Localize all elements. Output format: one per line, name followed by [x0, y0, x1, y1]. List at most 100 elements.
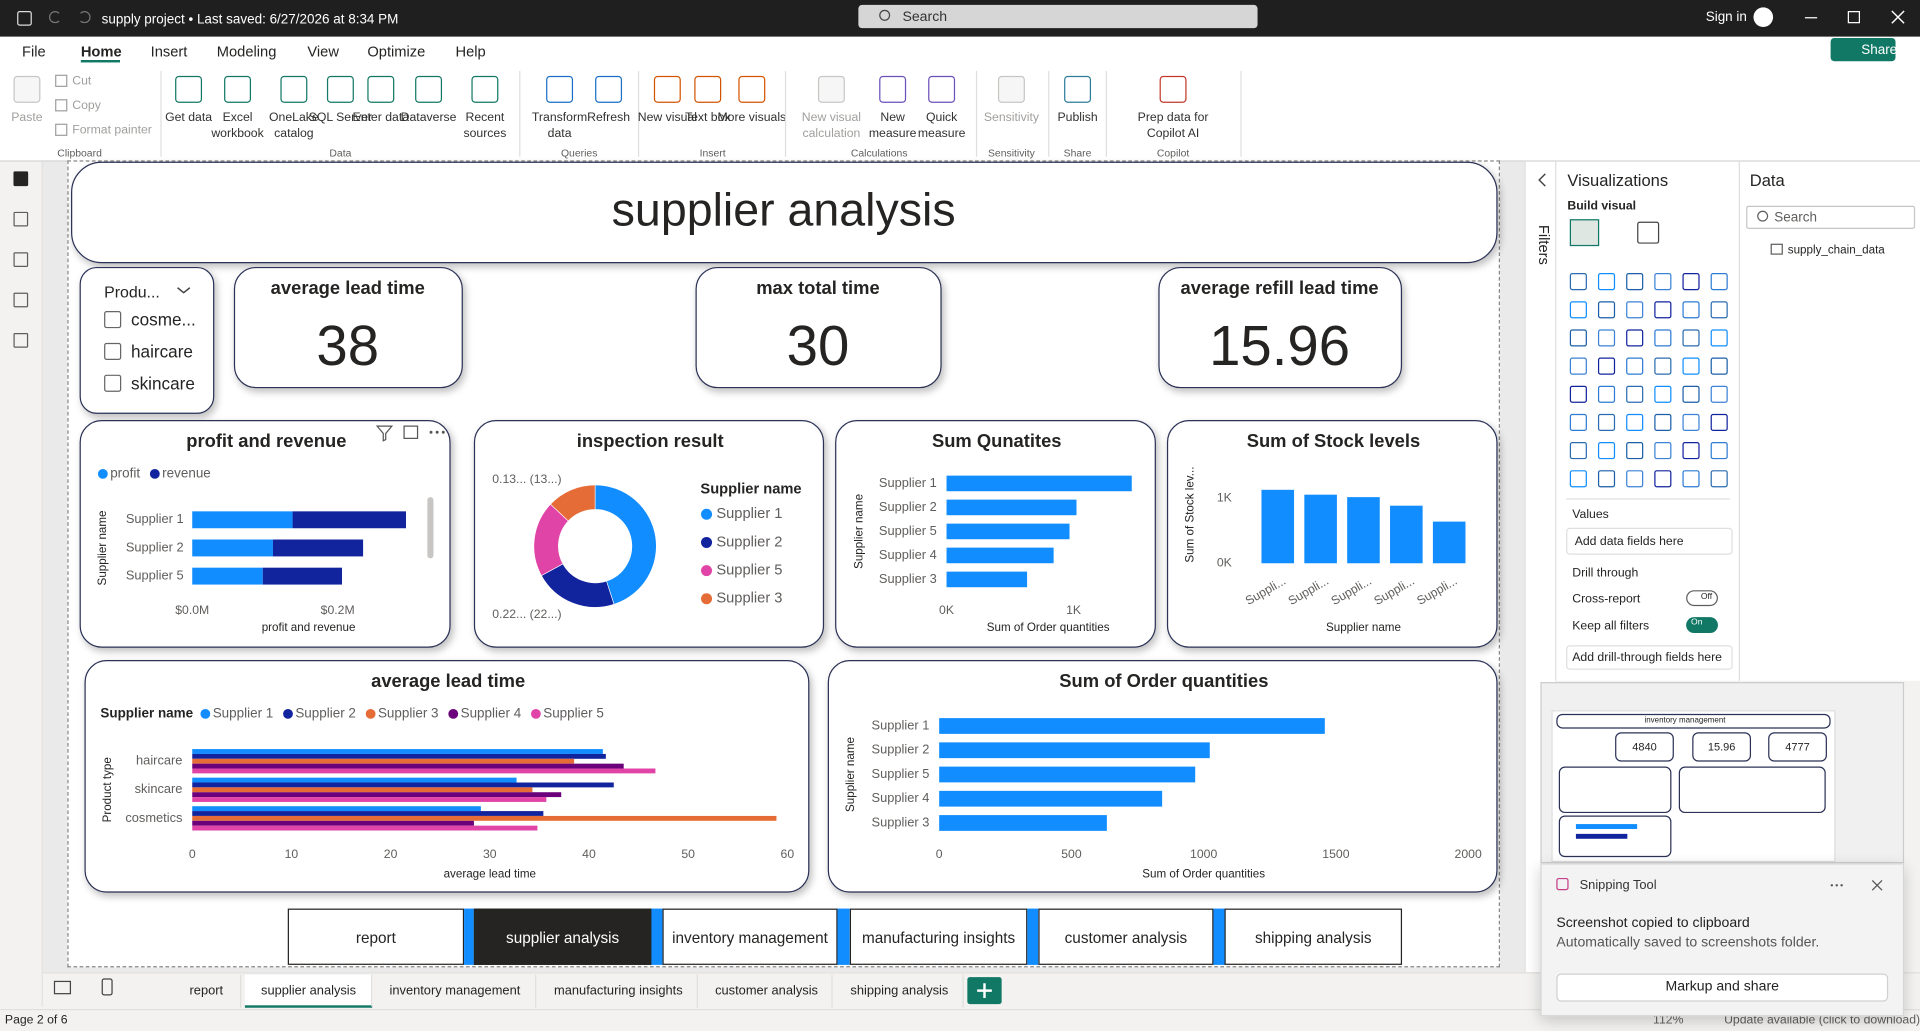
ribbon-button[interactable]: SQL Server	[308, 111, 373, 125]
visual-type-icon[interactable]	[1682, 413, 1700, 432]
toggle-off[interactable]: Off	[1686, 590, 1718, 607]
minimize[interactable]	[1804, 17, 1818, 19]
visual-type-icon[interactable]	[1626, 329, 1644, 347]
visual-type-icon[interactable]	[1626, 357, 1644, 375]
sign-in[interactable]: Sign in	[1705, 9, 1747, 25]
visual-type-icon[interactable]	[1682, 470, 1700, 488]
notif-button-label[interactable]: Markup and share	[1665, 979, 1779, 995]
slicer-item[interactable]: skincare	[131, 373, 195, 394]
visual-type-icon[interactable]	[1654, 301, 1672, 319]
visual-type-icon[interactable]	[1569, 413, 1587, 432]
ribbon-button[interactable]: Sensitivity	[983, 111, 1039, 125]
notif-button[interactable]	[1556, 973, 1889, 1002]
visual-type-icon[interactable]	[1597, 442, 1616, 460]
ribbon-button[interactable]: Refresh	[587, 111, 631, 125]
search-box[interactable]	[1746, 205, 1916, 229]
checkbox[interactable]	[104, 374, 122, 392]
page-button-label[interactable]: customer analysis	[1064, 929, 1188, 947]
menu-item[interactable]: Insert	[150, 42, 188, 61]
menu-item[interactable]: Home	[80, 42, 122, 61]
page-button[interactable]: manufacturing insights	[849, 908, 1028, 965]
ribbon-button[interactable]: New visual	[637, 111, 697, 125]
visual-type-icon[interactable]	[1654, 273, 1672, 291]
update-notice[interactable]: Update available (click to download)	[1724, 1013, 1920, 1028]
ribbon-button[interactable]: Cut	[72, 74, 92, 89]
visual-type-icon[interactable]	[1597, 301, 1616, 319]
format-icon[interactable]	[1637, 221, 1660, 244]
menu-item[interactable]: Modeling	[216, 42, 277, 61]
page-button-label[interactable]: manufacturing insights	[861, 929, 1016, 947]
page-button[interactable]: report	[287, 908, 465, 965]
share-label[interactable]: Share	[1861, 42, 1898, 58]
mobile-icon[interactable]	[101, 978, 113, 996]
ribbon-button[interactable]: Quick measure	[917, 111, 966, 141]
visual-type-icon[interactable]	[1682, 329, 1700, 347]
visual-type-icon[interactable]	[1682, 442, 1700, 460]
page-tab[interactable]	[244, 974, 373, 1008]
visual-type-icon[interactable]	[1597, 329, 1616, 347]
nav-icon[interactable]	[13, 171, 29, 187]
visual-type-icon[interactable]	[1569, 442, 1587, 460]
menu-item[interactable]: Optimize	[367, 42, 426, 61]
nav-icon[interactable]	[13, 252, 29, 267]
visual-type-icon[interactable]	[1626, 273, 1644, 291]
page-button-label[interactable]: supplier analysis	[506, 929, 620, 947]
build-icon[interactable]	[1569, 219, 1600, 247]
visual-type-icon[interactable]	[1654, 385, 1672, 403]
ribbon-button[interactable]: OneLake catalog	[269, 111, 319, 141]
menu-item[interactable]: File	[22, 42, 46, 61]
ribbon-button[interactable]: Prep data for Copilot AI	[1137, 111, 1209, 141]
visual-type-icon[interactable]	[1710, 385, 1728, 403]
close[interactable]	[1891, 10, 1906, 25]
page-tab-label[interactable]: report	[189, 983, 224, 998]
slicer-header[interactable]: Produ...	[104, 282, 160, 302]
visual-type-icon[interactable]	[1626, 413, 1644, 432]
visual-type-icon[interactable]	[1710, 329, 1728, 347]
ribbon-button[interactable]: Excel workbook	[211, 111, 264, 141]
visual-type-icon[interactable]	[1710, 442, 1728, 460]
share-button[interactable]	[1830, 37, 1896, 62]
page-button-label[interactable]: shipping analysis	[1254, 929, 1372, 947]
nav-icon[interactable]	[13, 292, 29, 308]
field-well[interactable]	[1566, 645, 1733, 670]
visual-type-icon[interactable]	[1654, 470, 1672, 488]
slicer-item[interactable]: cosme...	[131, 309, 196, 330]
page-tab[interactable]	[700, 974, 833, 1008]
menu-item[interactable]: Help	[455, 42, 486, 61]
visual-type-icon[interactable]	[1597, 470, 1616, 488]
visual-type-icon[interactable]	[1626, 385, 1644, 403]
field-well[interactable]	[1566, 527, 1733, 555]
checkbox[interactable]	[104, 342, 122, 361]
visual-type-icon[interactable]	[1654, 357, 1672, 375]
search-box[interactable]	[858, 4, 1258, 29]
ribbon-button[interactable]: Copy	[72, 99, 101, 113]
ribbon-button[interactable]: Transform data	[531, 111, 588, 141]
visual-type-icon[interactable]	[1710, 301, 1728, 319]
page-tab[interactable]	[538, 974, 698, 1008]
visual-type-icon[interactable]	[1654, 413, 1672, 432]
table-name[interactable]: supply_chain_data	[1787, 243, 1885, 258]
page-tab-label[interactable]: manufacturing insights	[554, 983, 683, 998]
slicer-item[interactable]: haircare	[131, 341, 193, 362]
page-tab-label[interactable]: customer analysis	[715, 983, 818, 998]
visual-type-icon[interactable]	[1597, 273, 1616, 291]
toggle-on[interactable]: On	[1686, 617, 1718, 634]
page-button[interactable]: supplier analysis	[473, 908, 652, 965]
visual-type-icon[interactable]	[1710, 273, 1728, 291]
visual-type-icon[interactable]	[1710, 413, 1728, 432]
visual-type-icon[interactable]	[1597, 413, 1616, 432]
ribbon-button[interactable]: New visual calculation	[801, 111, 862, 141]
visual-type-icon[interactable]	[1710, 470, 1728, 488]
ribbon-button[interactable]: Paste	[11, 111, 43, 125]
visual-type-icon[interactable]	[1710, 357, 1728, 375]
ribbon-button[interactable]: Dataverse	[400, 111, 457, 125]
page-button[interactable]: customer analysis	[1038, 908, 1214, 965]
view-icon[interactable]	[53, 980, 72, 995]
page-tab-label[interactable]: inventory management	[389, 983, 521, 998]
menu-item[interactable]: View	[307, 42, 339, 61]
checkbox[interactable]	[104, 311, 122, 329]
visual-type-icon[interactable]	[1569, 357, 1587, 375]
ribbon-button[interactable]: Enter data	[352, 111, 410, 125]
visual-type-icon[interactable]	[1626, 301, 1644, 319]
visual-type-icon[interactable]	[1682, 357, 1700, 375]
